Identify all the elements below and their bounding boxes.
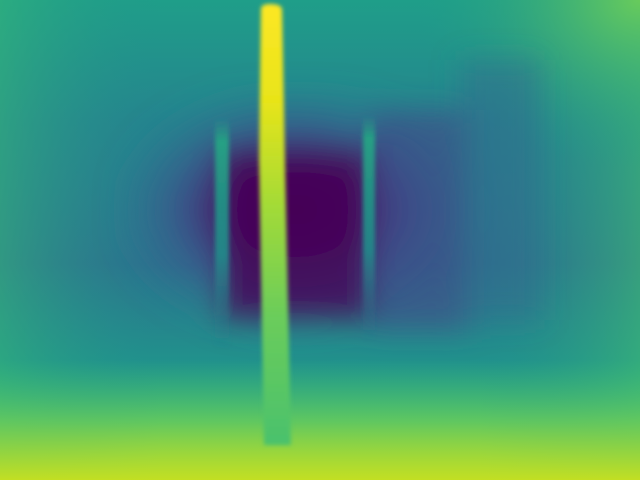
background-pole-right <box>363 115 375 340</box>
floor <box>0 360 640 480</box>
background-pole-left <box>215 118 229 348</box>
foreground-pole <box>259 4 291 445</box>
far-region <box>120 60 540 350</box>
